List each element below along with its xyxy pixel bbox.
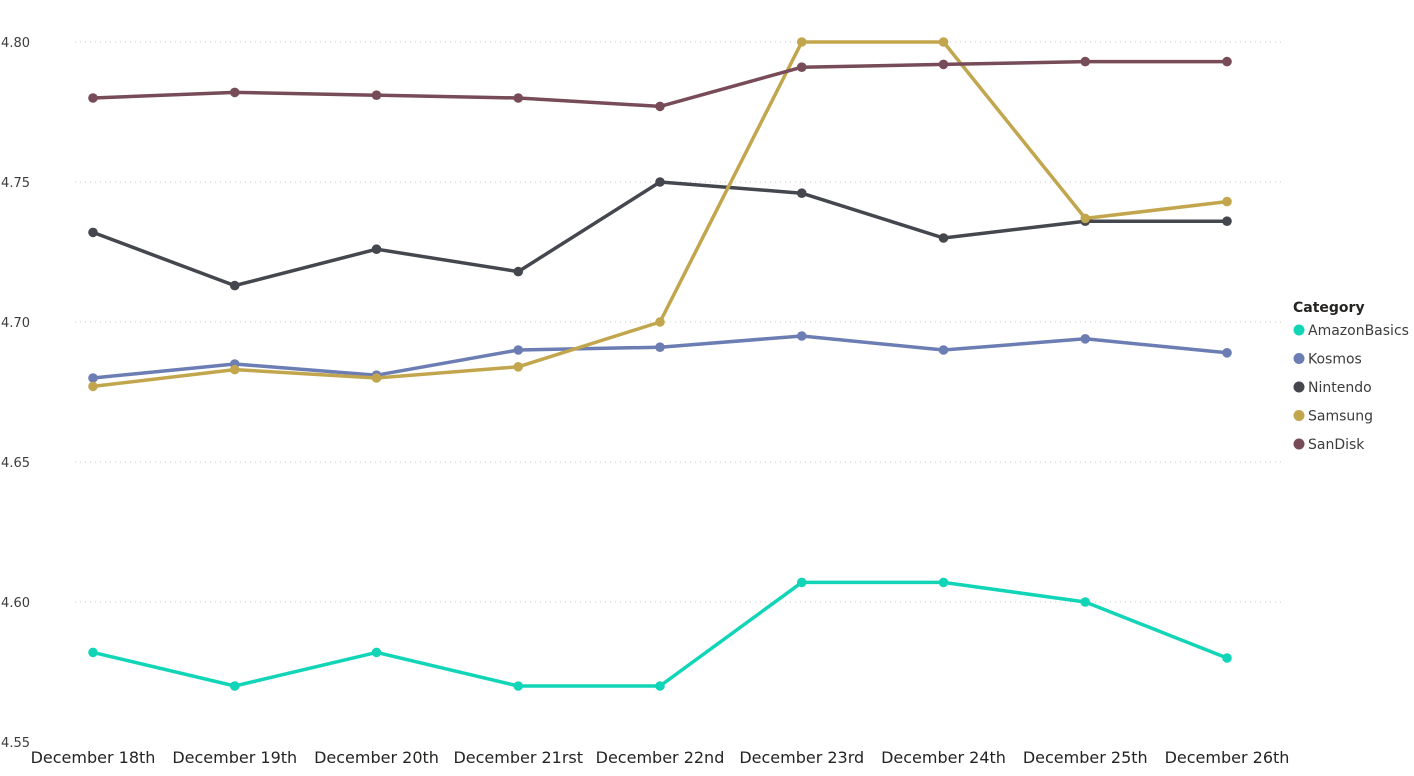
data-point-nintendo[interactable] [655,177,665,187]
data-point-nintendo[interactable] [796,188,807,198]
data-point-samsung[interactable] [1222,196,1232,207]
x-tick-label: December 25th [1023,748,1148,767]
legend-item-sandisk[interactable]: SanDisk [1293,437,1366,453]
legend-marker [1293,324,1305,336]
data-point-nintendo[interactable] [371,244,382,254]
y-tick-label: 4.65 [1,456,30,471]
legend-item-amazonbasics[interactable]: AmazonBasics [1293,323,1409,339]
data-point-nintendo[interactable] [938,233,949,243]
legend-label: Samsung [1308,409,1373,425]
legend-marker [1293,410,1305,421]
data-point-samsung[interactable] [938,37,949,47]
y-tick-label: 4.60 [1,596,30,611]
legend[interactable]: Category AmazonBasics Kosmos Nintendo Samsu… [1293,300,1409,453]
legend-item-samsung[interactable]: Samsung [1293,409,1374,425]
data-point-kosmos[interactable] [1080,334,1091,344]
x-tick-label: December 21rst [453,748,583,767]
data-point-nintendo[interactable] [229,280,240,291]
legend-marker [1293,438,1305,450]
y-tick-label: 4.75 [1,176,30,191]
data-point-amazonbasics[interactable] [796,577,807,588]
data-point-sandisk[interactable] [88,93,98,103]
data-point-samsung[interactable] [371,373,382,383]
y-axis: 4.55 4.60 4.65 4.70 4.75 4.80 [1,36,30,751]
series-line-amazonbasics[interactable] [91,580,1229,688]
legend-label: Nintendo [1308,380,1372,396]
x-tick-label: December 19th [172,748,297,767]
data-point-amazonbasics[interactable] [229,681,240,691]
series-amazonbasics[interactable] [88,577,1232,691]
data-point-kosmos[interactable] [938,345,949,355]
data-point-nintendo[interactable] [1222,216,1232,226]
data-point-amazonbasics[interactable] [655,681,665,691]
gridlines [75,41,1282,603]
data-point-samsung[interactable] [1080,213,1091,224]
data-point-kosmos[interactable] [655,342,665,353]
y-tick-label: 4.70 [1,316,30,331]
data-point-kosmos[interactable] [1222,348,1232,358]
data-point-sandisk[interactable] [655,101,665,112]
data-point-kosmos[interactable] [796,331,807,341]
series-sandisk[interactable] [88,56,1232,112]
x-tick-label: December 23rd [739,748,864,767]
series-line-sandisk[interactable] [91,59,1229,109]
data-point-samsung[interactable] [229,364,240,375]
series-line-nintendo[interactable] [91,180,1229,288]
data-point-amazonbasics[interactable] [1222,653,1232,663]
series-kosmos[interactable] [88,331,1232,383]
legend-title: Category [1293,300,1365,316]
legend-label: AmazonBasics [1308,323,1409,339]
data-point-sandisk[interactable] [1222,56,1232,67]
data-point-sandisk[interactable] [229,87,240,98]
data-point-amazonbasics[interactable] [88,647,98,658]
legend-label: SanDisk [1308,437,1365,453]
data-point-samsung[interactable] [513,362,524,372]
data-point-sandisk[interactable] [796,62,807,72]
y-tick-label: 4.80 [1,36,30,51]
data-point-kosmos[interactable] [88,373,98,383]
data-point-sandisk[interactable] [371,90,382,100]
legend-item-kosmos[interactable]: Kosmos [1293,352,1362,368]
x-tick-label: December 18th [31,748,156,767]
data-point-nintendo[interactable] [88,227,98,238]
data-point-amazonbasics[interactable] [371,647,382,658]
data-point-sandisk[interactable] [513,93,524,103]
series-samsung[interactable] [88,37,1232,392]
legend-item-nintendo[interactable]: Nintendo [1293,380,1372,396]
x-tick-label: December 24th [881,748,1006,767]
data-point-sandisk[interactable] [1080,56,1091,67]
data-point-amazonbasics[interactable] [938,577,949,588]
x-tick-label: December 22nd [596,748,725,767]
x-tick-label: December 20th [314,748,439,767]
legend-marker [1293,353,1305,364]
x-tick-label: December 26th [1165,748,1290,767]
legend-marker [1293,381,1305,393]
data-point-samsung[interactable] [88,381,98,392]
legend-label: Kosmos [1308,352,1362,368]
data-point-nintendo[interactable] [513,266,524,277]
data-point-amazonbasics[interactable] [1080,597,1091,607]
series-nintendo[interactable] [88,177,1232,291]
data-point-samsung[interactable] [655,317,665,327]
data-point-sandisk[interactable] [938,59,949,70]
y-tick-label: 4.55 [1,736,30,751]
data-point-amazonbasics[interactable] [513,681,524,691]
series-lines [88,37,1232,691]
x-axis: December 18th December 19th December 20th D… [31,748,1290,767]
data-point-samsung[interactable] [796,37,807,47]
data-point-kosmos[interactable] [513,345,524,355]
